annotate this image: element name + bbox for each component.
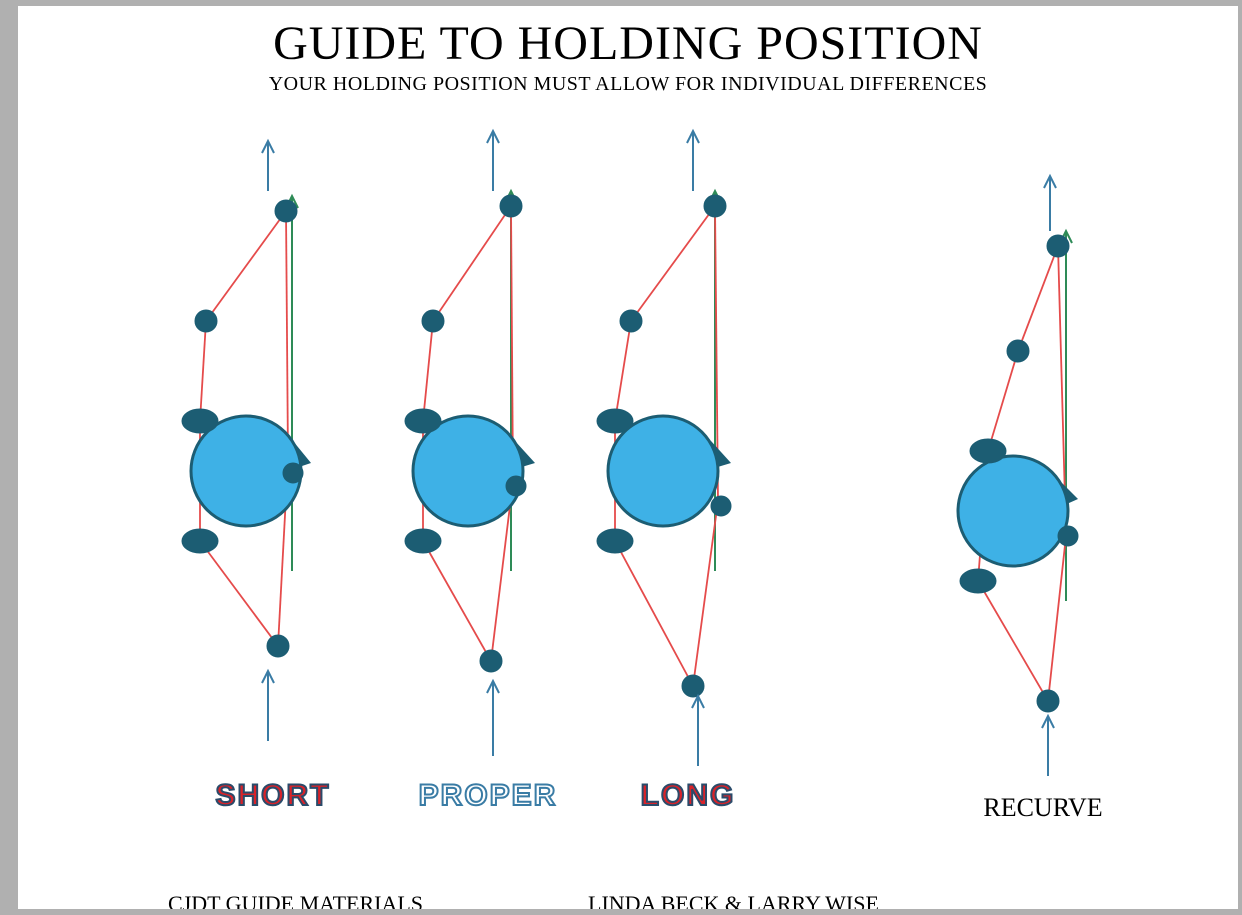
panel-recurve: RECURVE xyxy=(918,121,1168,821)
panel-long: LONG xyxy=(563,121,813,821)
diagram-long xyxy=(563,121,793,771)
page-subtitle: YOUR HOLDING POSITION MUST ALLOW FOR IND… xyxy=(18,73,1238,96)
diagram-area: SHORTPROPERLONGRECURVE xyxy=(18,121,1238,821)
footer-right: LINDA BECK & LARRY WISE xyxy=(588,891,879,909)
label-recurve: RECURVE xyxy=(918,793,1168,823)
label-short: SHORT xyxy=(148,779,398,813)
diagram-proper xyxy=(363,121,583,761)
page: GUIDE TO HOLDING POSITION YOUR HOLDING P… xyxy=(18,6,1238,909)
diagram-recurve xyxy=(918,121,1138,791)
footer-left: CJDT GUIDE MATERIALS xyxy=(168,891,423,909)
label-long: LONG xyxy=(563,779,813,813)
diagram-short xyxy=(148,121,368,761)
page-title: GUIDE TO HOLDING POSITION xyxy=(18,16,1238,71)
panel-short: SHORT xyxy=(148,121,398,821)
